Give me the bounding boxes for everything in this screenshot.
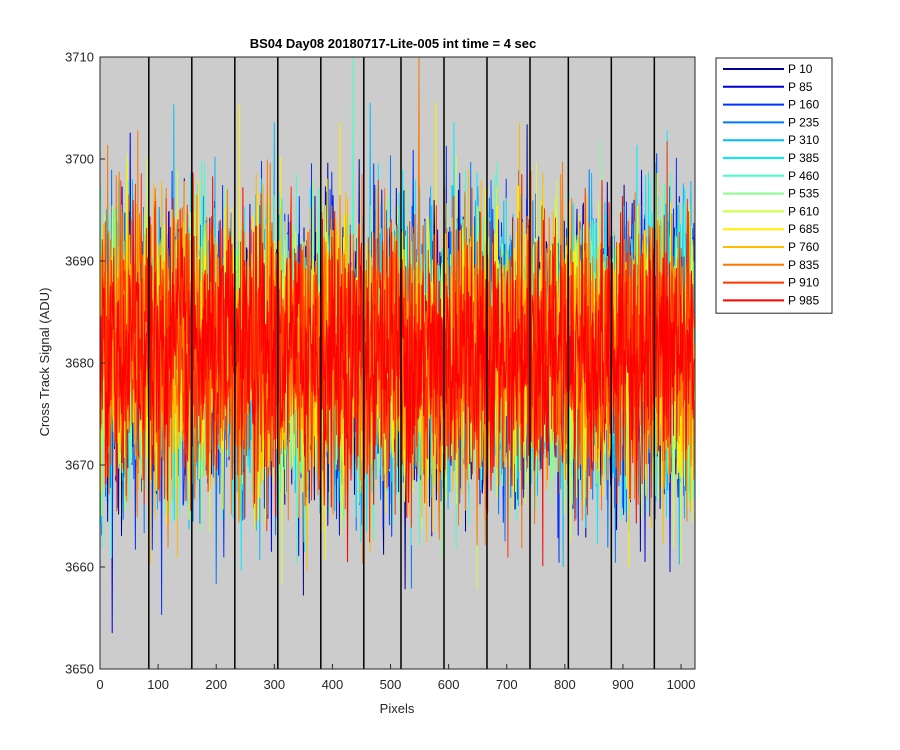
chart-title: BS04 Day08 20180717-Lite-005 int time = …: [250, 36, 537, 51]
legend: P 10 P 85 P 160 P 235 P 310 P 385 P 460 P 535 P …: [715, 57, 833, 314]
x-tick-label: 500: [380, 677, 402, 692]
y-tick-label: 3680: [65, 356, 94, 371]
x-axis-label: Pixels: [380, 701, 415, 716]
y-axis: 3650 3660 3670 3680 3690 3700 3710: [65, 50, 105, 677]
legend-label: P 235: [788, 115, 819, 129]
y-tick-label: 3660: [65, 560, 94, 575]
x-tick-label: 100: [147, 677, 169, 692]
x-tick-label: 300: [263, 677, 285, 692]
y-tick-label: 3710: [65, 50, 94, 65]
y-tick-label: 3700: [65, 152, 94, 167]
legend-label: P 85: [788, 80, 813, 94]
legend-label: P 985: [788, 293, 819, 307]
plot-area: [99, 56, 696, 670]
x-tick-label: 900: [612, 677, 634, 692]
series-line: [99, 172, 695, 567]
legend-label: P 535: [788, 187, 819, 201]
x-tick-label: 800: [554, 677, 576, 692]
x-tick-label: 200: [205, 677, 227, 692]
y-axis-label: Cross Track Signal (ADU): [37, 288, 52, 437]
y-tick-label: 3690: [65, 254, 94, 269]
legend-label: P 460: [788, 169, 819, 183]
y-tick-label: 3670: [65, 458, 94, 473]
legend-label: P 10: [788, 62, 813, 76]
legend-label: P 610: [788, 204, 819, 218]
legend-label: P 685: [788, 222, 819, 236]
legend-label: P 910: [788, 276, 819, 290]
legend-label: P 385: [788, 151, 819, 165]
legend-label: P 160: [788, 98, 819, 112]
x-tick-label: 1000: [667, 677, 696, 692]
legend-label: P 760: [788, 240, 819, 254]
x-tick-label: 0: [96, 677, 103, 692]
legend-label: P 835: [788, 258, 819, 272]
x-axis: 0 100 200 300 400 500 600 700 800 900 1000: [96, 664, 696, 692]
legend-box: [715, 57, 833, 314]
x-tick-label: 600: [438, 677, 460, 692]
x-tick-label: 700: [496, 677, 518, 692]
y-tick-label: 3650: [65, 662, 94, 677]
x-tick-label: 400: [322, 677, 344, 692]
legend-label: P 310: [788, 133, 819, 147]
